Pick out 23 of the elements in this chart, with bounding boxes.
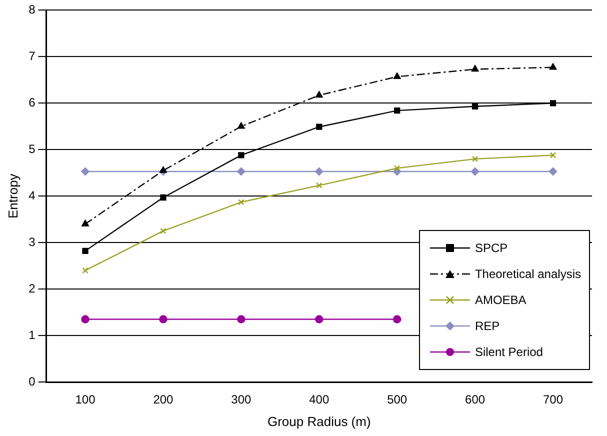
legend-label: Theoretical analysis [474,267,581,281]
legend-label: Silent Period [474,345,543,359]
y-tick-label: 6 [28,95,36,110]
legend-label: REP [474,319,500,333]
y-tick-label: 4 [28,188,36,202]
x-tick-label: 300 [231,392,252,407]
x-tick-label: 100 [75,392,96,407]
legend-label: SPCP [474,241,508,255]
x-tick-label: 700 [543,392,564,407]
y-tick-label: 8 [28,2,36,17]
legend-label: AMOEBA [474,293,526,307]
y-axis-title: Entropy [5,173,20,219]
y-tick-label: 1 [28,328,36,342]
y-tick-label: 3 [28,234,36,249]
y-tick-label: 2 [28,281,36,296]
x-tick-label: 500 [387,392,408,407]
x-tick-label: 200 [153,392,174,407]
y-tick-label: 5 [28,142,36,156]
y-tick-label: 0 [28,374,36,388]
y-tick-label: 7 [28,48,36,63]
x-axis-title: Group Radius (m) [267,414,371,429]
x-tick-label: 600 [465,392,486,407]
x-tick-label: 400 [309,392,330,407]
